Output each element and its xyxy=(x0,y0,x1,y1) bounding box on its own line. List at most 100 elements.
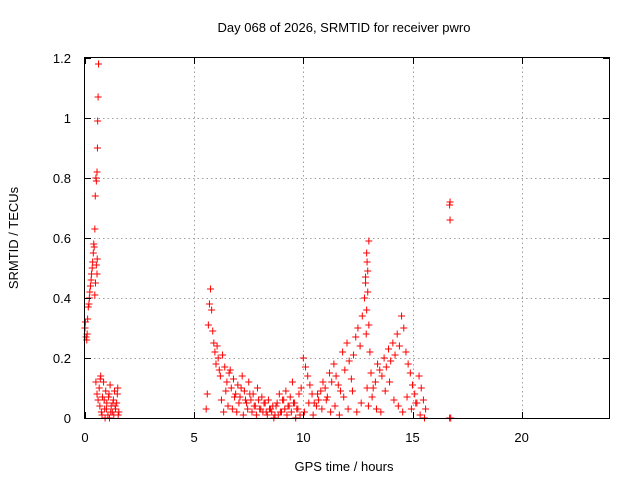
data-point xyxy=(237,384,245,392)
data-point xyxy=(253,384,261,392)
data-point xyxy=(97,408,105,416)
data-point xyxy=(263,411,271,419)
data-point xyxy=(210,339,218,347)
data-point xyxy=(213,342,221,350)
x-axis-label: GPS time / hours xyxy=(295,459,394,474)
data-point xyxy=(393,330,401,338)
data-point xyxy=(110,411,118,419)
data-point xyxy=(377,408,385,416)
data-point xyxy=(92,261,100,269)
data-point xyxy=(365,237,373,245)
data-point xyxy=(369,384,377,392)
data-point xyxy=(226,366,234,374)
data-point xyxy=(341,366,349,374)
data-point xyxy=(334,381,342,389)
data-point xyxy=(221,363,229,371)
data-point xyxy=(231,393,239,401)
data-point xyxy=(110,387,118,395)
y-tick-label: 0.4 xyxy=(53,291,71,306)
data-point xyxy=(347,375,355,383)
data-point xyxy=(416,411,424,419)
data-point xyxy=(315,396,323,404)
data-point xyxy=(96,375,104,383)
data-point xyxy=(202,405,210,413)
data-point xyxy=(94,93,102,101)
data-point xyxy=(372,405,380,413)
data-point xyxy=(91,279,99,287)
data-point xyxy=(371,378,379,386)
data-point xyxy=(208,306,216,314)
data-point xyxy=(328,378,336,386)
data-point xyxy=(322,396,330,404)
data-point xyxy=(204,321,212,329)
data-point xyxy=(345,357,353,365)
data-point xyxy=(234,381,242,389)
data-point xyxy=(340,393,348,401)
data-point xyxy=(362,279,370,287)
data-point xyxy=(259,408,267,416)
x-tick-labels: 0 5 10 15 20 xyxy=(81,430,529,445)
data-point xyxy=(98,393,106,401)
data-point xyxy=(87,276,95,284)
data-point xyxy=(354,324,362,332)
data-point xyxy=(363,306,371,314)
data-point xyxy=(100,378,108,386)
data-point xyxy=(82,333,90,341)
data-point xyxy=(400,324,408,332)
data-point xyxy=(241,396,249,404)
data-point xyxy=(235,399,243,407)
data-point xyxy=(102,387,110,395)
data-point xyxy=(285,402,293,410)
data-point xyxy=(281,405,289,413)
data-point xyxy=(212,360,220,368)
data-point xyxy=(404,360,412,368)
data-point xyxy=(357,399,365,407)
data-point xyxy=(339,348,347,356)
data-point xyxy=(323,393,331,401)
data-point xyxy=(362,273,370,281)
data-point xyxy=(446,216,454,224)
data-point xyxy=(417,384,425,392)
data-point xyxy=(95,384,103,392)
data-point xyxy=(304,372,312,380)
data-point xyxy=(115,408,123,416)
data-point xyxy=(223,378,231,386)
data-point xyxy=(219,351,227,359)
data-point xyxy=(217,396,225,404)
data-point xyxy=(203,390,211,398)
data-point xyxy=(330,360,338,368)
y-tick-label: 0 xyxy=(64,411,71,426)
data-point xyxy=(94,396,102,404)
data-point xyxy=(207,285,215,293)
data-point xyxy=(91,192,99,200)
data-point xyxy=(295,390,303,398)
data-point xyxy=(95,60,103,68)
data-point xyxy=(286,393,294,401)
data-point xyxy=(268,408,276,416)
data-point xyxy=(84,303,92,311)
data-point xyxy=(93,255,101,263)
data-point xyxy=(229,375,237,383)
data-point xyxy=(91,291,99,299)
data-point xyxy=(395,342,403,350)
data-point xyxy=(390,396,398,404)
data-point xyxy=(312,402,320,410)
data-point xyxy=(402,348,410,356)
data-point xyxy=(294,405,302,413)
y-tick-label: 1 xyxy=(64,111,71,126)
data-point xyxy=(399,408,407,416)
data-point xyxy=(366,348,374,356)
data-point xyxy=(243,399,251,407)
data-point xyxy=(290,399,298,407)
data-point xyxy=(389,339,397,347)
y-tick-label: 0.8 xyxy=(53,171,71,186)
data-point xyxy=(344,405,352,413)
x-tick-label: 5 xyxy=(191,430,198,445)
data-point xyxy=(96,402,104,410)
chart-title: Day 068 of 2026, SRMTID for receiver pwr… xyxy=(218,20,471,35)
data-point xyxy=(248,408,256,416)
data-point xyxy=(386,378,394,386)
data-point xyxy=(205,300,213,308)
data-point xyxy=(363,249,371,257)
